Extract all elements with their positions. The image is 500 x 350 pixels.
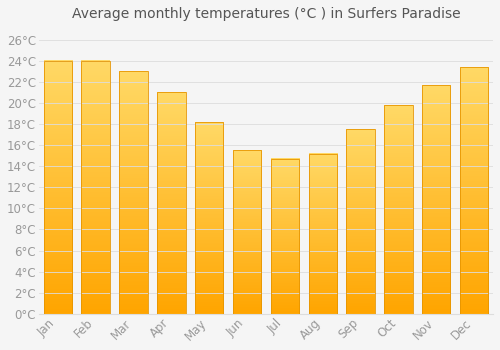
Bar xyxy=(157,92,186,314)
Bar xyxy=(82,61,110,314)
Bar xyxy=(44,61,72,314)
Bar xyxy=(120,71,148,314)
Bar xyxy=(384,105,412,314)
Bar xyxy=(422,85,450,314)
Bar xyxy=(233,150,261,314)
Bar xyxy=(195,122,224,314)
Title: Average monthly temperatures (°C ) in Surfers Paradise: Average monthly temperatures (°C ) in Su… xyxy=(72,7,460,21)
Bar xyxy=(460,67,488,314)
Bar xyxy=(346,129,375,314)
Bar xyxy=(270,159,299,314)
Bar xyxy=(308,154,337,314)
